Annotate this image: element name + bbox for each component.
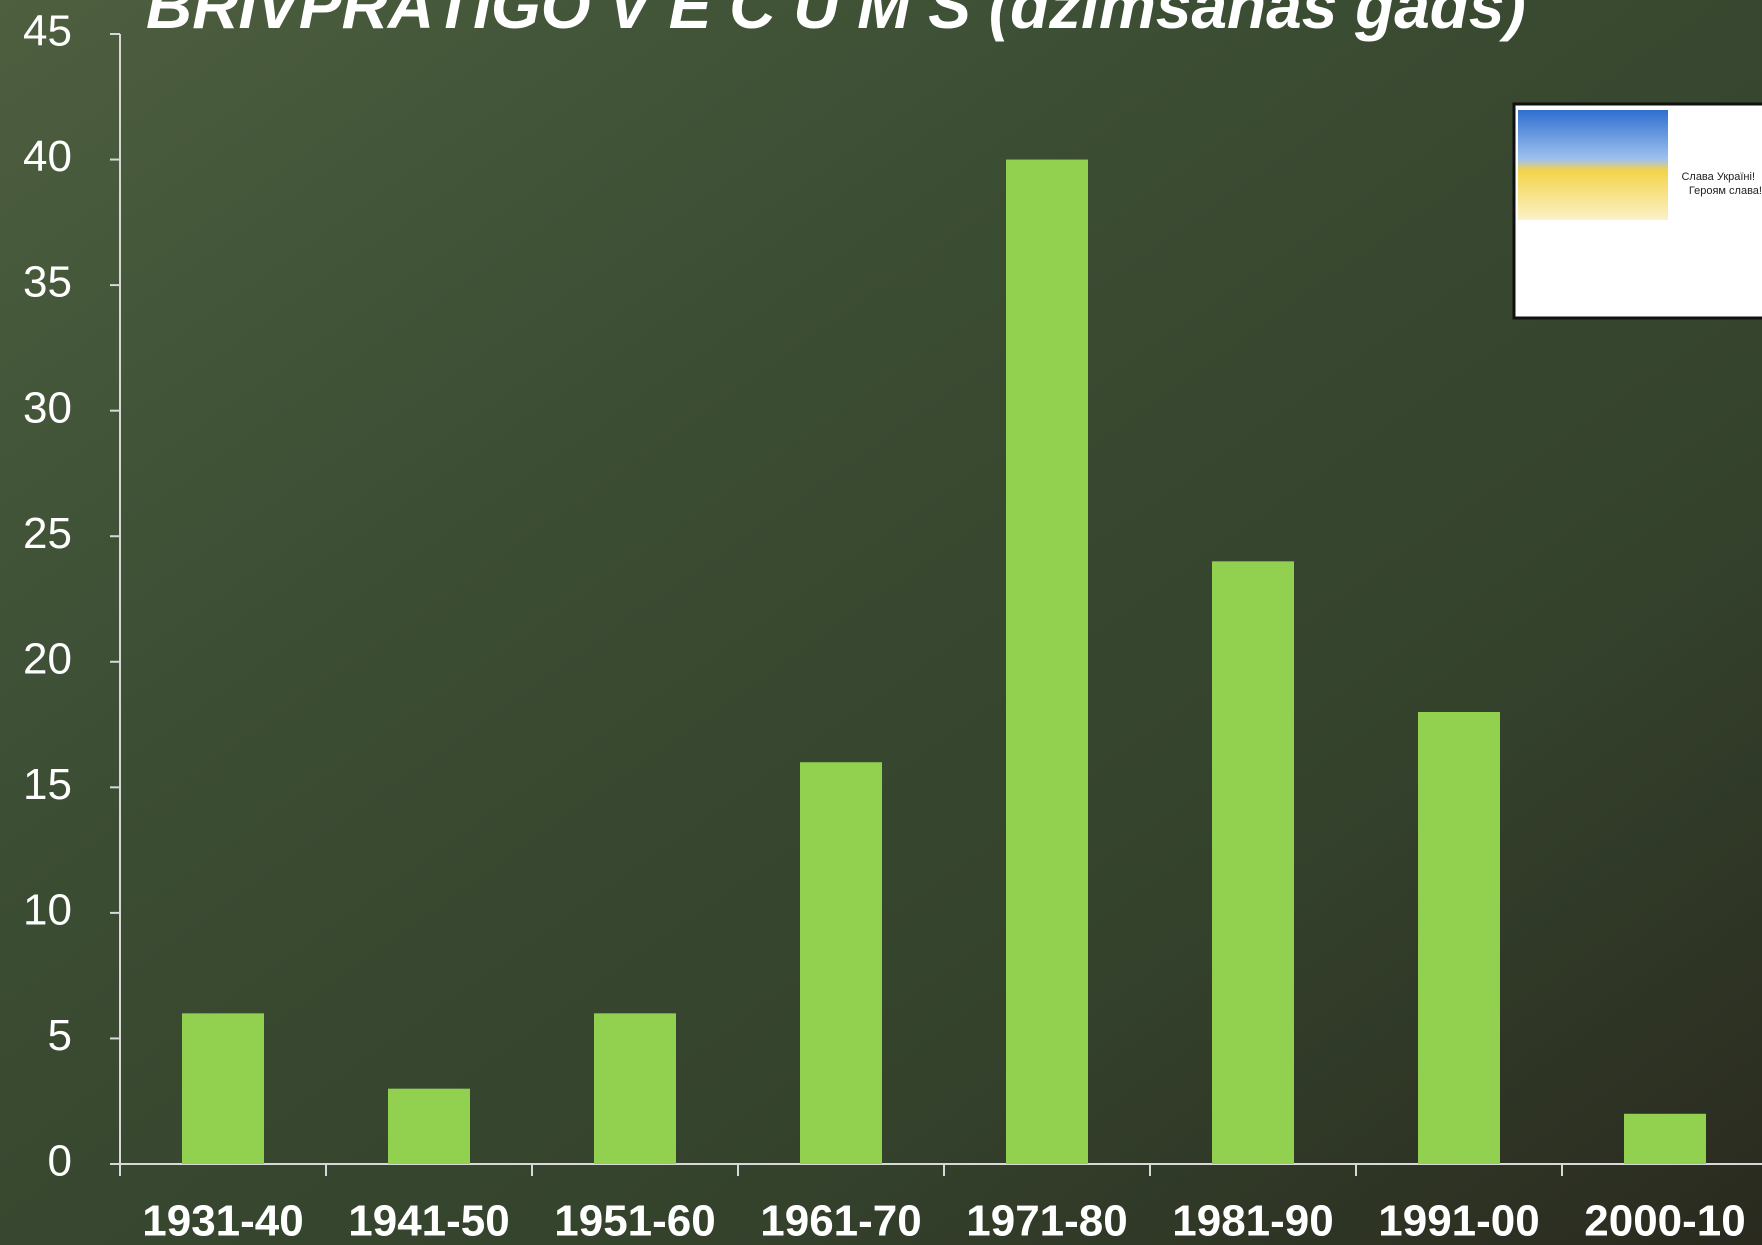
x-tick-label: 1931-40 [142, 1197, 303, 1245]
chart-title: BRĪVPRĀTĪGO V E C U M S (dzimšanas gads) [146, 0, 1526, 42]
inset-flag [1518, 110, 1668, 220]
y-tick-label: 35 [23, 258, 72, 307]
bar [800, 762, 882, 1164]
y-tick-label: 15 [23, 760, 72, 809]
inset-text: Слава Україні! [1681, 171, 1755, 183]
bar [594, 1013, 676, 1164]
bar [1006, 160, 1088, 1164]
bar [182, 1013, 264, 1164]
x-tick-label: 1951-60 [554, 1197, 715, 1245]
bar [1212, 561, 1294, 1164]
y-tick-label: 20 [23, 634, 72, 683]
x-tick-label: 2000-10 [1584, 1197, 1745, 1245]
y-tick-label: 25 [23, 509, 72, 558]
inset-text: Героям слава! [1689, 185, 1762, 197]
y-tick-label: 45 [23, 7, 72, 56]
y-tick-label: 40 [23, 132, 72, 181]
bar [1418, 712, 1500, 1164]
x-tick-label: 1971-80 [966, 1197, 1127, 1245]
inset-image: Слава Україні! Героям слава! [1514, 104, 1762, 318]
x-tick-label: 1961-70 [760, 1197, 921, 1245]
y-tick-label: 10 [23, 886, 72, 935]
bar [388, 1089, 470, 1164]
chart: Слава Україні! Героям слава! BRĪVPRĀTĪGO… [0, 0, 1762, 1245]
y-tick-label: 0 [48, 1137, 72, 1186]
x-tick-label: 1991-00 [1378, 1197, 1539, 1245]
y-tick-label: 30 [23, 383, 72, 432]
bar [1624, 1114, 1706, 1164]
x-tick-label: 1981-90 [1172, 1197, 1333, 1245]
y-tick-label: 5 [48, 1011, 72, 1060]
page: Слава Україні! Героям слава! BRĪVPRĀTĪGO… [0, 0, 1762, 1245]
x-tick-label: 1941-50 [348, 1197, 509, 1245]
